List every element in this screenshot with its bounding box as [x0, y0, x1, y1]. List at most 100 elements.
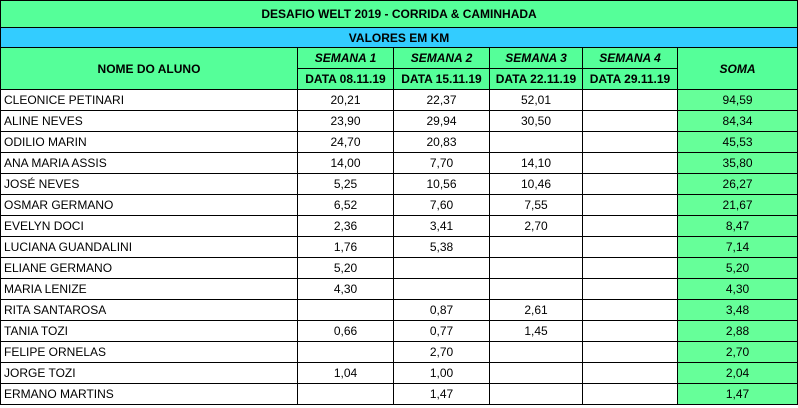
- sheet-title[interactable]: DESAFIO WELT 2019 - CORRIDA & CAMINHADA: [0, 0, 798, 28]
- header-week-2[interactable]: SEMANA 2: [393, 47, 490, 69]
- header-week-4[interactable]: SEMANA 4: [582, 47, 678, 69]
- week-4-cell[interactable]: [582, 194, 678, 216]
- week-3-cell[interactable]: 2,61: [489, 299, 583, 321]
- student-name-cell[interactable]: EVELYN DOCI: [0, 215, 298, 237]
- week-1-cell[interactable]: 5,25: [297, 173, 394, 195]
- header-date-4[interactable]: DATA 29.11.19: [582, 68, 678, 90]
- student-name-cell[interactable]: RITA SANTAROSA: [0, 299, 298, 321]
- week-2-cell[interactable]: 3,41: [393, 215, 490, 237]
- student-name-cell[interactable]: CLEONICE PETINARI: [0, 89, 298, 111]
- week-4-cell[interactable]: [582, 299, 678, 321]
- week-4-cell[interactable]: [582, 236, 678, 258]
- total-cell[interactable]: 5,20: [676, 257, 798, 279]
- total-cell[interactable]: 2,04: [676, 362, 798, 384]
- week-3-cell[interactable]: [489, 383, 583, 405]
- total-cell[interactable]: 94,59: [676, 89, 798, 111]
- week-3-cell[interactable]: 1,45: [489, 320, 583, 342]
- week-2-cell[interactable]: 20,83: [393, 131, 490, 153]
- week-1-cell[interactable]: 20,21: [297, 89, 394, 111]
- week-3-cell[interactable]: [489, 131, 583, 153]
- header-date-3[interactable]: DATA 22.11.19: [489, 68, 583, 90]
- week-1-cell[interactable]: 1,04: [297, 362, 394, 384]
- week-2-cell[interactable]: 1,47: [393, 383, 490, 405]
- week-2-cell[interactable]: 7,70: [393, 152, 490, 174]
- week-4-cell[interactable]: [582, 362, 678, 384]
- week-1-cell[interactable]: 23,90: [297, 110, 394, 132]
- week-4-cell[interactable]: [582, 278, 678, 300]
- week-2-cell[interactable]: 29,94: [393, 110, 490, 132]
- student-name-cell[interactable]: OSMAR GERMANO: [0, 194, 298, 216]
- total-cell[interactable]: 1,47: [676, 383, 798, 405]
- student-name-cell[interactable]: ERMANO MARTINS: [0, 383, 298, 405]
- week-4-cell[interactable]: [582, 89, 678, 111]
- student-name-cell[interactable]: MARIA LENIZE: [0, 278, 298, 300]
- week-1-cell[interactable]: 2,36: [297, 215, 394, 237]
- week-2-cell[interactable]: 1,00: [393, 362, 490, 384]
- header-total[interactable]: SOMA: [676, 47, 798, 90]
- week-4-cell[interactable]: [582, 215, 678, 237]
- student-name-cell[interactable]: JORGE TOZI: [0, 362, 298, 384]
- header-week-1[interactable]: SEMANA 1: [297, 47, 394, 69]
- week-1-cell[interactable]: 0,66: [297, 320, 394, 342]
- student-name-cell[interactable]: FELIPE ORNELAS: [0, 341, 298, 363]
- student-name-cell[interactable]: ANA MARIA ASSIS: [0, 152, 298, 174]
- total-cell[interactable]: 21,67: [676, 194, 798, 216]
- week-3-cell[interactable]: 14,10: [489, 152, 583, 174]
- header-week-3[interactable]: SEMANA 3: [489, 47, 583, 69]
- total-cell[interactable]: 2,70: [676, 341, 798, 363]
- week-2-cell[interactable]: 0,87: [393, 299, 490, 321]
- week-2-cell[interactable]: 22,37: [393, 89, 490, 111]
- week-1-cell[interactable]: 5,20: [297, 257, 394, 279]
- header-date-1[interactable]: DATA 08.11.19: [297, 68, 394, 90]
- week-4-cell[interactable]: [582, 173, 678, 195]
- total-cell[interactable]: 84,34: [676, 110, 798, 132]
- week-1-cell[interactable]: 6,52: [297, 194, 394, 216]
- week-2-cell[interactable]: [393, 278, 490, 300]
- total-cell[interactable]: 7,14: [676, 236, 798, 258]
- week-3-cell[interactable]: 30,50: [489, 110, 583, 132]
- week-4-cell[interactable]: [582, 257, 678, 279]
- week-1-cell[interactable]: 24,70: [297, 131, 394, 153]
- total-cell[interactable]: 4,30: [676, 278, 798, 300]
- sheet-subtitle[interactable]: VALORES EM KM: [0, 27, 798, 48]
- week-4-cell[interactable]: [582, 383, 678, 405]
- week-2-cell[interactable]: 5,38: [393, 236, 490, 258]
- student-name-cell[interactable]: ALINE NEVES: [0, 110, 298, 132]
- week-3-cell[interactable]: [489, 278, 583, 300]
- total-cell[interactable]: 2,88: [676, 320, 798, 342]
- week-1-cell[interactable]: 4,30: [297, 278, 394, 300]
- week-1-cell[interactable]: 1,76: [297, 236, 394, 258]
- week-2-cell[interactable]: [393, 257, 490, 279]
- student-name-cell[interactable]: ELIANE GERMANO: [0, 257, 298, 279]
- total-cell[interactable]: 45,53: [676, 131, 798, 153]
- week-3-cell[interactable]: [489, 257, 583, 279]
- student-name-cell[interactable]: TANIA TOZI: [0, 320, 298, 342]
- header-date-2[interactable]: DATA 15.11.19: [393, 68, 490, 90]
- week-4-cell[interactable]: [582, 320, 678, 342]
- week-1-cell[interactable]: [297, 383, 394, 405]
- week-3-cell[interactable]: 52,01: [489, 89, 583, 111]
- student-name-cell[interactable]: LUCIANA GUANDALINI: [0, 236, 298, 258]
- week-3-cell[interactable]: 10,46: [489, 173, 583, 195]
- week-3-cell[interactable]: [489, 362, 583, 384]
- week-3-cell[interactable]: 7,55: [489, 194, 583, 216]
- week-3-cell[interactable]: [489, 341, 583, 363]
- total-cell[interactable]: 8,47: [676, 215, 798, 237]
- student-name-cell[interactable]: ODILIO MARIN: [0, 131, 298, 153]
- week-2-cell[interactable]: 2,70: [393, 341, 490, 363]
- week-4-cell[interactable]: [582, 131, 678, 153]
- header-student-name[interactable]: NOME DO ALUNO: [0, 47, 298, 90]
- week-3-cell[interactable]: 2,70: [489, 215, 583, 237]
- total-cell[interactable]: 3,48: [676, 299, 798, 321]
- week-4-cell[interactable]: [582, 110, 678, 132]
- week-1-cell[interactable]: [297, 299, 394, 321]
- week-4-cell[interactable]: [582, 152, 678, 174]
- week-1-cell[interactable]: [297, 341, 394, 363]
- week-2-cell[interactable]: 7,60: [393, 194, 490, 216]
- week-3-cell[interactable]: [489, 236, 583, 258]
- student-name-cell[interactable]: JOSÉ NEVES: [0, 173, 298, 195]
- week-2-cell[interactable]: 0,77: [393, 320, 490, 342]
- total-cell[interactable]: 35,80: [676, 152, 798, 174]
- week-1-cell[interactable]: 14,00: [297, 152, 394, 174]
- week-2-cell[interactable]: 10,56: [393, 173, 490, 195]
